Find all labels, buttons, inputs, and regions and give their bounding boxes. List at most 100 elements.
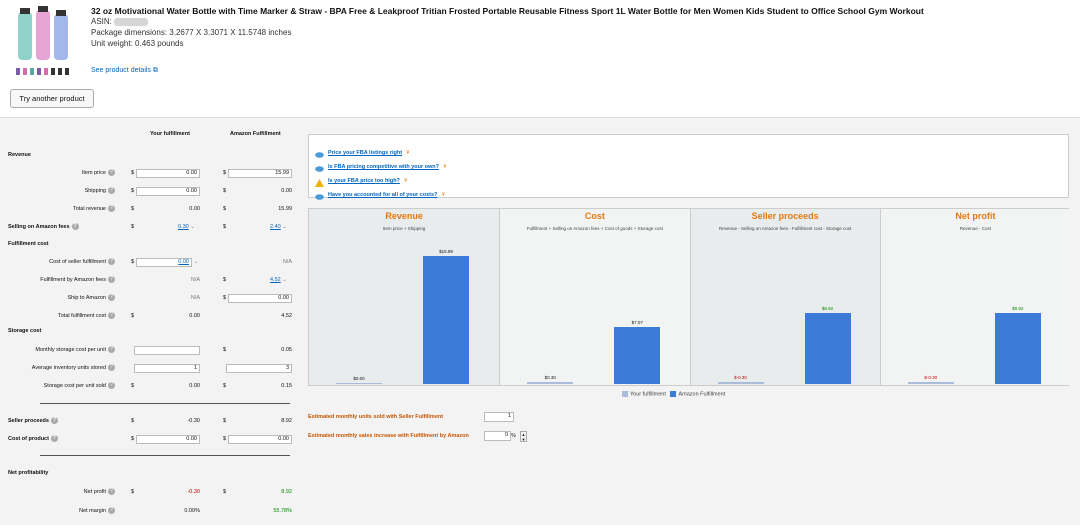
help-icon[interactable]: ?	[50, 417, 58, 425]
increase-stepper[interactable]: ▲ ▼	[520, 431, 527, 442]
currency-symbol: $	[131, 313, 135, 319]
currency-symbol: $	[131, 170, 135, 176]
chart-panel: Cost Fulfillment + Selling on Amazon fees…	[499, 209, 690, 385]
monthly-storage-label: Monthly storage cost per unit?	[5, 346, 115, 354]
bar-value-label: $0.30	[544, 374, 556, 380]
shipping-your-input[interactable]: 0.00	[136, 187, 200, 196]
storage-per-unit-label: Storage cost per unit sold?	[5, 382, 115, 390]
monthly-storage-your-input[interactable]	[134, 346, 200, 355]
selling-fees-label: Selling on Amazon fees?	[8, 223, 79, 231]
currency-symbol: $	[223, 224, 227, 230]
help-icon[interactable]: ?	[108, 187, 115, 195]
help-icon[interactable]: ?	[108, 276, 115, 284]
selling-fees-amazon-link[interactable]: 2.40 ⌄	[270, 224, 287, 230]
product-header: 32 oz Motivational Water Bottle with Tim…	[0, 0, 1080, 118]
fba-fees-label: Fulfillment by Amazon fees?	[5, 276, 115, 284]
try-another-product-button[interactable]: Try another product	[10, 89, 94, 108]
help-icon[interactable]: ?	[108, 364, 115, 372]
total-fulfillment-your-value: 0.00	[189, 313, 200, 319]
chart-panel-subtitle: Revenue - Selling on Amazon fees - Fulfi…	[718, 226, 852, 231]
currency-symbol: $	[223, 277, 227, 283]
help-icon[interactable]: ?	[108, 169, 115, 177]
bar-value-label: $8.92	[1012, 305, 1024, 311]
net-profit-your-value: -0.30	[187, 489, 200, 495]
tip-item[interactable]: Price your FBA listings right ¥	[315, 141, 409, 159]
currency-symbol: $	[223, 347, 227, 353]
avg-inventory-your-input[interactable]: 1	[134, 364, 200, 373]
tip-item[interactable]: Have you accounted for all of your costs…	[315, 183, 445, 201]
help-icon[interactable]: ?	[71, 223, 79, 231]
avg-inventory-amazon-input[interactable]: 3	[226, 364, 292, 373]
help-icon[interactable]: ?	[108, 346, 115, 354]
chevron-down-icon: ⌄	[190, 224, 195, 230]
item-price-your-input[interactable]: 0.00	[136, 169, 200, 178]
help-icon[interactable]: ?	[108, 507, 115, 515]
ship-to-amazon-input[interactable]: 0.00	[228, 294, 292, 303]
chevron-down-icon: ⌄	[282, 277, 287, 283]
cost-of-product-your-input[interactable]: 0.00	[136, 435, 200, 444]
help-icon[interactable]: ?	[108, 258, 115, 266]
chart-panel-title: Net profit	[955, 211, 996, 221]
comparison-chart: Revenue Item price + Shipping $0.00 $15.99 C…	[308, 208, 1070, 386]
tip-item[interactable]: Is your FBA price too high? ¥	[315, 169, 407, 188]
currency-symbol: $	[131, 489, 135, 495]
currency-symbol: $	[131, 259, 135, 265]
currency-symbol: $	[131, 224, 135, 230]
help-icon[interactable]: ?	[108, 382, 115, 390]
details-link-label: See product details	[91, 67, 151, 74]
help-icon[interactable]: ?	[108, 488, 115, 496]
seller-fulfillment-label: Cost of seller fulfillment?	[5, 258, 115, 266]
col-header-amazon: Amazon Fulfillment	[230, 131, 281, 137]
help-icon[interactable]: ?	[108, 205, 115, 213]
est-units-label: Estimated monthly units sold with Seller…	[308, 414, 444, 420]
item-price-amazon-input[interactable]: 15.99	[228, 169, 292, 178]
chevron-down-icon[interactable]: ⌄	[194, 259, 199, 265]
bar-your-fulfillment	[907, 381, 954, 384]
help-icon[interactable]: ?	[50, 435, 58, 443]
seller-fulfillment-your-input[interactable]: 0.00	[136, 258, 192, 267]
monthly-storage-amazon-value: 0.05	[281, 347, 292, 353]
product-title: 32 oz Motivational Water Bottle with Tim…	[91, 6, 924, 16]
currency-symbol: $	[131, 206, 135, 212]
item-price-label: Item price?	[5, 169, 115, 177]
bar-value-label: $15.99	[439, 249, 453, 255]
bar-value-label: $7.07	[631, 320, 643, 326]
currency-symbol: $	[223, 206, 227, 212]
net-margin-your-value: 0.00%	[184, 508, 200, 514]
currency-symbol: $	[223, 170, 227, 176]
cost-of-product-amazon-input[interactable]: 0.00	[228, 435, 292, 444]
help-icon[interactable]: ?	[108, 312, 115, 320]
bar-amazon-fulfillment	[423, 256, 469, 384]
currency-symbol: $	[131, 418, 135, 424]
bar-amazon-fulfillment	[804, 312, 851, 384]
currency-symbol: $	[223, 383, 227, 389]
total-revenue-your-value: 0.00	[189, 206, 200, 212]
divider	[40, 403, 290, 404]
currency-symbol: $	[223, 489, 227, 495]
est-units-input[interactable]: 1	[484, 412, 514, 422]
seller-proceeds-label: Seller proceeds?	[8, 417, 58, 425]
currency-symbol: $	[131, 436, 135, 442]
est-increase-label: Estimated monthly sales increase with Fu…	[308, 433, 469, 439]
ship-to-amazon-your-value: N/A	[190, 295, 200, 301]
bar-your-fulfillment	[717, 381, 764, 384]
help-icon[interactable]: ?	[108, 294, 115, 302]
tip-item[interactable]: Is FBA pricing competitive with your own…	[315, 155, 446, 173]
est-increase-input[interactable]: 0	[484, 431, 511, 441]
package-dimensions: Package dimensions: 3.2677 X 3.3071 X 11…	[91, 28, 292, 37]
selling-fees-your-link[interactable]: 0.30 ⌄	[178, 224, 195, 230]
fba-fees-your-value: N/A	[190, 277, 200, 283]
chart-panel: Revenue Item price + Shipping $0.00 $15.99	[309, 209, 500, 385]
avg-inventory-label: Average inventory units stored?	[5, 364, 115, 372]
shipping-label: Shipping?	[5, 187, 115, 195]
see-product-details-link[interactable]: See product details ⧉	[91, 67, 158, 75]
total-fulfillment-label: Total fulfillment cost?	[5, 312, 115, 320]
percent-unit: %	[511, 433, 516, 439]
chart-panel-subtitle: Fulfillment + Selling on Amazon fees + C…	[526, 226, 663, 231]
seller-fulfillment-amazon-value: N/A	[282, 259, 292, 265]
currency-symbol: $	[223, 436, 227, 442]
chart-legend: Your fulfillment Amazon Fulfillment	[622, 391, 725, 397]
legend-swatch-your	[622, 391, 628, 397]
external-link-icon: ⧉	[152, 67, 158, 74]
fba-fees-amazon-link[interactable]: 4.52 ⌄	[270, 277, 287, 283]
